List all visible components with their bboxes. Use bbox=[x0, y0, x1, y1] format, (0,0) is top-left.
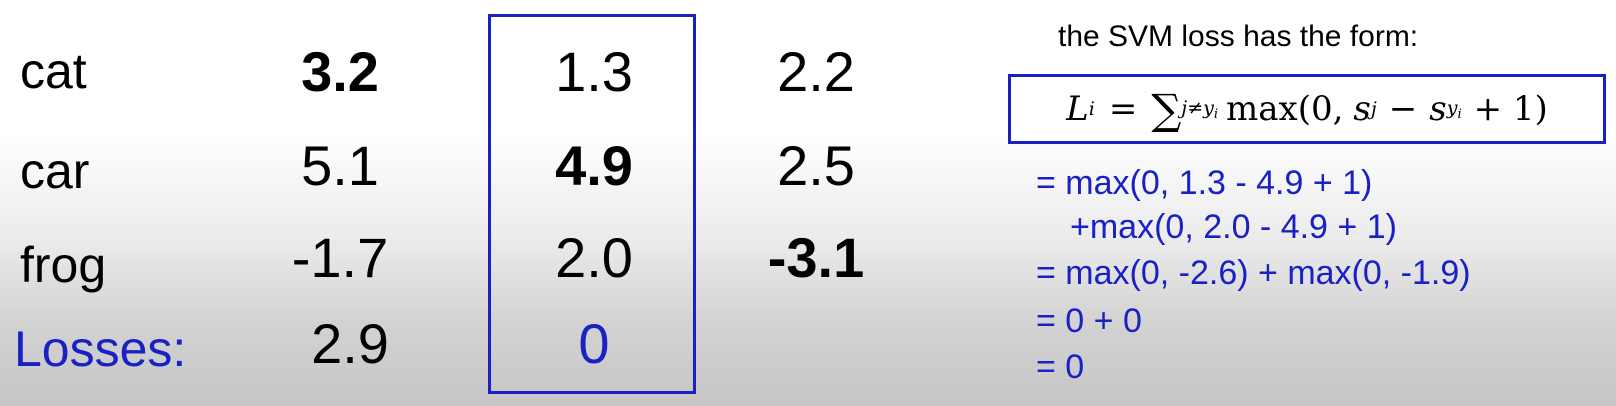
highlight-column-box bbox=[488, 14, 696, 394]
formula-lhs: L bbox=[1066, 89, 1089, 129]
formula-s-sub-y: y bbox=[1446, 96, 1458, 119]
formula-sum-sub-j: j≠y bbox=[1181, 96, 1214, 119]
svm-loss-title: the SVM loss has the form: bbox=[1058, 20, 1419, 53]
losses-label: Losses: bbox=[14, 321, 187, 377]
score-cat-col2: 1.3 bbox=[555, 40, 633, 103]
formula-sum-sub-i: i bbox=[1213, 106, 1219, 122]
score-car-col2: 4.9 bbox=[555, 134, 633, 197]
score-cat-col3: 2.2 bbox=[777, 40, 855, 103]
row-label-car: car bbox=[20, 143, 90, 199]
formula-s-sub-y-i: i bbox=[1457, 106, 1462, 122]
score-car-col3: 2.5 bbox=[777, 134, 855, 197]
score-frog-col2: 2.0 bbox=[555, 226, 633, 289]
formula-s-sub-j: j bbox=[1370, 98, 1377, 120]
loss-col1: 2.9 bbox=[311, 312, 389, 375]
formula-equals: = bbox=[1108, 89, 1138, 129]
calc-step-2: +max(0, 2.0 - 4.9 + 1) bbox=[1070, 208, 1397, 246]
formula-s-y: s bbox=[1429, 89, 1447, 129]
formula-s-j: s bbox=[1353, 89, 1371, 129]
score-car-col1: 5.1 bbox=[301, 134, 379, 197]
score-frog-col3: -3.1 bbox=[767, 226, 865, 289]
row-label-frog: frog bbox=[20, 237, 107, 293]
formula-minus: − bbox=[1388, 89, 1418, 129]
score-frog-col1: -1.7 bbox=[291, 226, 389, 289]
calc-step-3: = max(0, -2.6) + max(0, -1.9) bbox=[1036, 254, 1471, 292]
row-label-cat: cat bbox=[20, 43, 87, 99]
formula-plus-one: + 1) bbox=[1473, 89, 1548, 129]
loss-col2: 0 bbox=[578, 312, 610, 375]
formula-sum: ∑ bbox=[1151, 84, 1182, 134]
calc-step-5: = 0 bbox=[1036, 348, 1085, 386]
formula-max-open: max(0, bbox=[1226, 89, 1344, 129]
formula-lhs-sub: i bbox=[1088, 98, 1095, 120]
calc-step-4: = 0 + 0 bbox=[1036, 302, 1142, 340]
score-cat-col1: 3.2 bbox=[301, 40, 379, 103]
calc-step-1: = max(0, 1.3 - 4.9 + 1) bbox=[1036, 164, 1373, 202]
